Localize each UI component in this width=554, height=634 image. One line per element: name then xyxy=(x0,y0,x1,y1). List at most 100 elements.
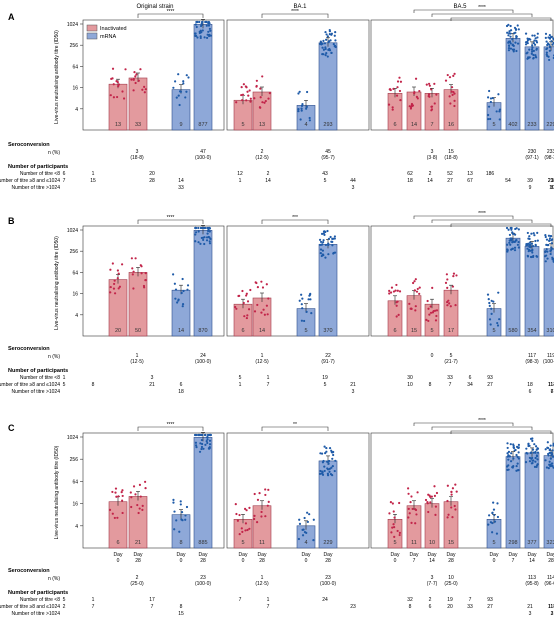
data-point xyxy=(206,232,209,235)
x-tick-value: 7 xyxy=(413,558,416,564)
participants-cell: 21 xyxy=(527,604,533,610)
data-point xyxy=(445,273,448,276)
data-point xyxy=(496,502,499,505)
data-point xyxy=(534,37,537,40)
data-point xyxy=(536,447,540,450)
data-point xyxy=(495,532,499,535)
bar-n-label: 6 xyxy=(241,328,244,334)
n-pct-label: n (%) xyxy=(48,576,60,582)
data-point xyxy=(308,294,311,297)
data-point xyxy=(415,290,419,293)
participants-cell: 17 xyxy=(149,597,155,603)
x-tick-day: Day xyxy=(302,552,311,558)
data-point xyxy=(318,472,322,475)
x-tick-value: 14 xyxy=(429,558,435,564)
data-point xyxy=(536,451,540,454)
participants-cell: 7 xyxy=(239,597,242,603)
data-point xyxy=(547,467,550,470)
data-point xyxy=(532,451,535,454)
data-point xyxy=(243,315,246,318)
data-point xyxy=(527,442,530,446)
data-point xyxy=(528,56,531,59)
participants-row-label: Number of titre >1024 xyxy=(12,389,61,395)
data-point xyxy=(245,292,248,295)
bar-n-label: 50 xyxy=(135,328,141,334)
data-point xyxy=(396,529,399,533)
data-point xyxy=(241,93,245,96)
bar xyxy=(524,246,540,337)
data-point xyxy=(489,323,492,326)
data-point xyxy=(134,257,137,260)
data-point xyxy=(208,22,211,25)
data-point xyxy=(446,499,449,503)
panel-letter: C xyxy=(8,423,15,433)
data-point xyxy=(489,117,492,121)
data-point xyxy=(429,311,433,314)
data-point xyxy=(507,450,511,453)
seroconversion-n: 1 xyxy=(261,353,264,359)
data-point xyxy=(414,522,417,525)
data-point xyxy=(205,239,209,242)
data-point xyxy=(112,287,116,290)
data-point xyxy=(321,249,324,252)
data-point xyxy=(185,74,188,77)
data-point xyxy=(488,89,491,93)
data-point xyxy=(490,307,493,310)
data-point xyxy=(516,24,519,27)
data-point xyxy=(427,493,430,496)
x-tick-day: Day xyxy=(239,552,248,558)
seroconversion-pct: (21·7) xyxy=(444,359,458,365)
data-point xyxy=(134,75,137,78)
seroconversion-n: 23 xyxy=(200,575,206,581)
data-point xyxy=(544,36,547,39)
participants-cell: 28 xyxy=(149,178,155,184)
data-point xyxy=(323,469,326,473)
data-point xyxy=(531,50,534,53)
significance-label: **** xyxy=(167,215,175,221)
strain-header: Original strain xyxy=(136,4,173,10)
data-point xyxy=(398,76,401,79)
data-point xyxy=(297,92,300,95)
data-point xyxy=(487,117,490,121)
data-point xyxy=(327,48,330,51)
data-point xyxy=(399,80,403,83)
data-point xyxy=(297,537,301,541)
seroconversion-n: 3 xyxy=(431,149,434,155)
participants-cell: 7 xyxy=(449,382,452,388)
data-point xyxy=(510,237,513,240)
bar-n-label: 14 xyxy=(259,328,265,334)
data-point xyxy=(517,28,520,31)
data-point xyxy=(511,466,514,469)
data-point xyxy=(446,484,449,487)
data-point xyxy=(388,292,391,295)
data-point xyxy=(114,491,117,494)
participants-cell: 1 xyxy=(92,171,95,177)
data-point xyxy=(194,34,198,37)
data-point xyxy=(329,473,333,476)
data-point xyxy=(548,34,551,37)
data-point xyxy=(398,533,401,537)
data-point xyxy=(261,75,264,78)
participants-cell: 93 xyxy=(487,375,493,381)
data-point xyxy=(141,88,144,91)
data-point xyxy=(496,324,500,327)
data-point xyxy=(396,80,400,83)
data-point xyxy=(195,20,198,24)
data-point xyxy=(208,439,212,442)
seroconversion-n: 114 xyxy=(547,575,554,581)
data-point xyxy=(180,518,183,521)
data-point xyxy=(197,226,200,230)
data-point xyxy=(536,36,539,39)
data-point xyxy=(397,313,400,317)
significance-label: **** xyxy=(291,9,299,15)
data-point xyxy=(326,55,329,58)
participants-cell: 19 xyxy=(322,375,328,381)
x-tick-value: 28 xyxy=(448,558,454,564)
data-point xyxy=(194,226,197,230)
data-point xyxy=(533,39,536,42)
data-point xyxy=(264,488,267,491)
data-point xyxy=(182,82,185,85)
data-point xyxy=(116,95,119,99)
bar xyxy=(193,437,213,549)
data-point xyxy=(451,93,454,96)
